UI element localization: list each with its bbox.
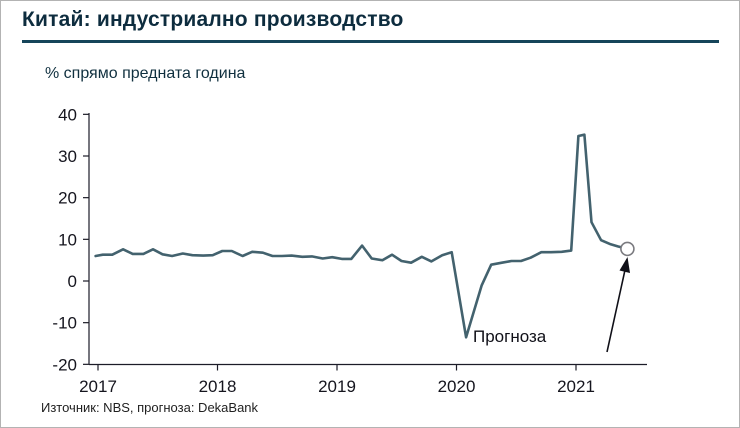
y-axis-tick-label: 0 [68, 272, 77, 291]
y-axis-unit-label: % спрямо предната година [45, 65, 246, 82]
forecast-arrow-head [619, 257, 630, 273]
forecast-point-marker [620, 241, 635, 257]
x-axis-tick-label: 2021 [557, 377, 595, 396]
y-axis-tick-label: -10 [52, 314, 77, 333]
y-axis-tick-label: 10 [58, 230, 77, 249]
x-axis-tick-label: 2020 [438, 377, 476, 396]
forecast-arrow-shaft [606, 269, 626, 353]
title-underline-rule [22, 40, 719, 43]
forecast-annotation-label: Прогноза [473, 327, 547, 346]
y-axis-tick-label: -20 [52, 355, 77, 374]
y-axis-tick-label: 20 [58, 189, 77, 208]
y-axis-tick-label: 40 [58, 105, 77, 124]
x-axis-tick-label: 2019 [318, 377, 356, 396]
forecast-annotation-group: Прогноза [473, 257, 630, 353]
page-title: Китай: индустриално производство [22, 8, 404, 31]
series-line-industrial-production [94, 133, 629, 339]
x-axis-tick-label: 2018 [199, 377, 237, 396]
x-axis-tick-label: 2017 [79, 377, 117, 396]
y-axis-tick-label: 30 [58, 147, 77, 166]
source-note: Източник: NBS, прогноза: DekaBank [41, 400, 259, 415]
